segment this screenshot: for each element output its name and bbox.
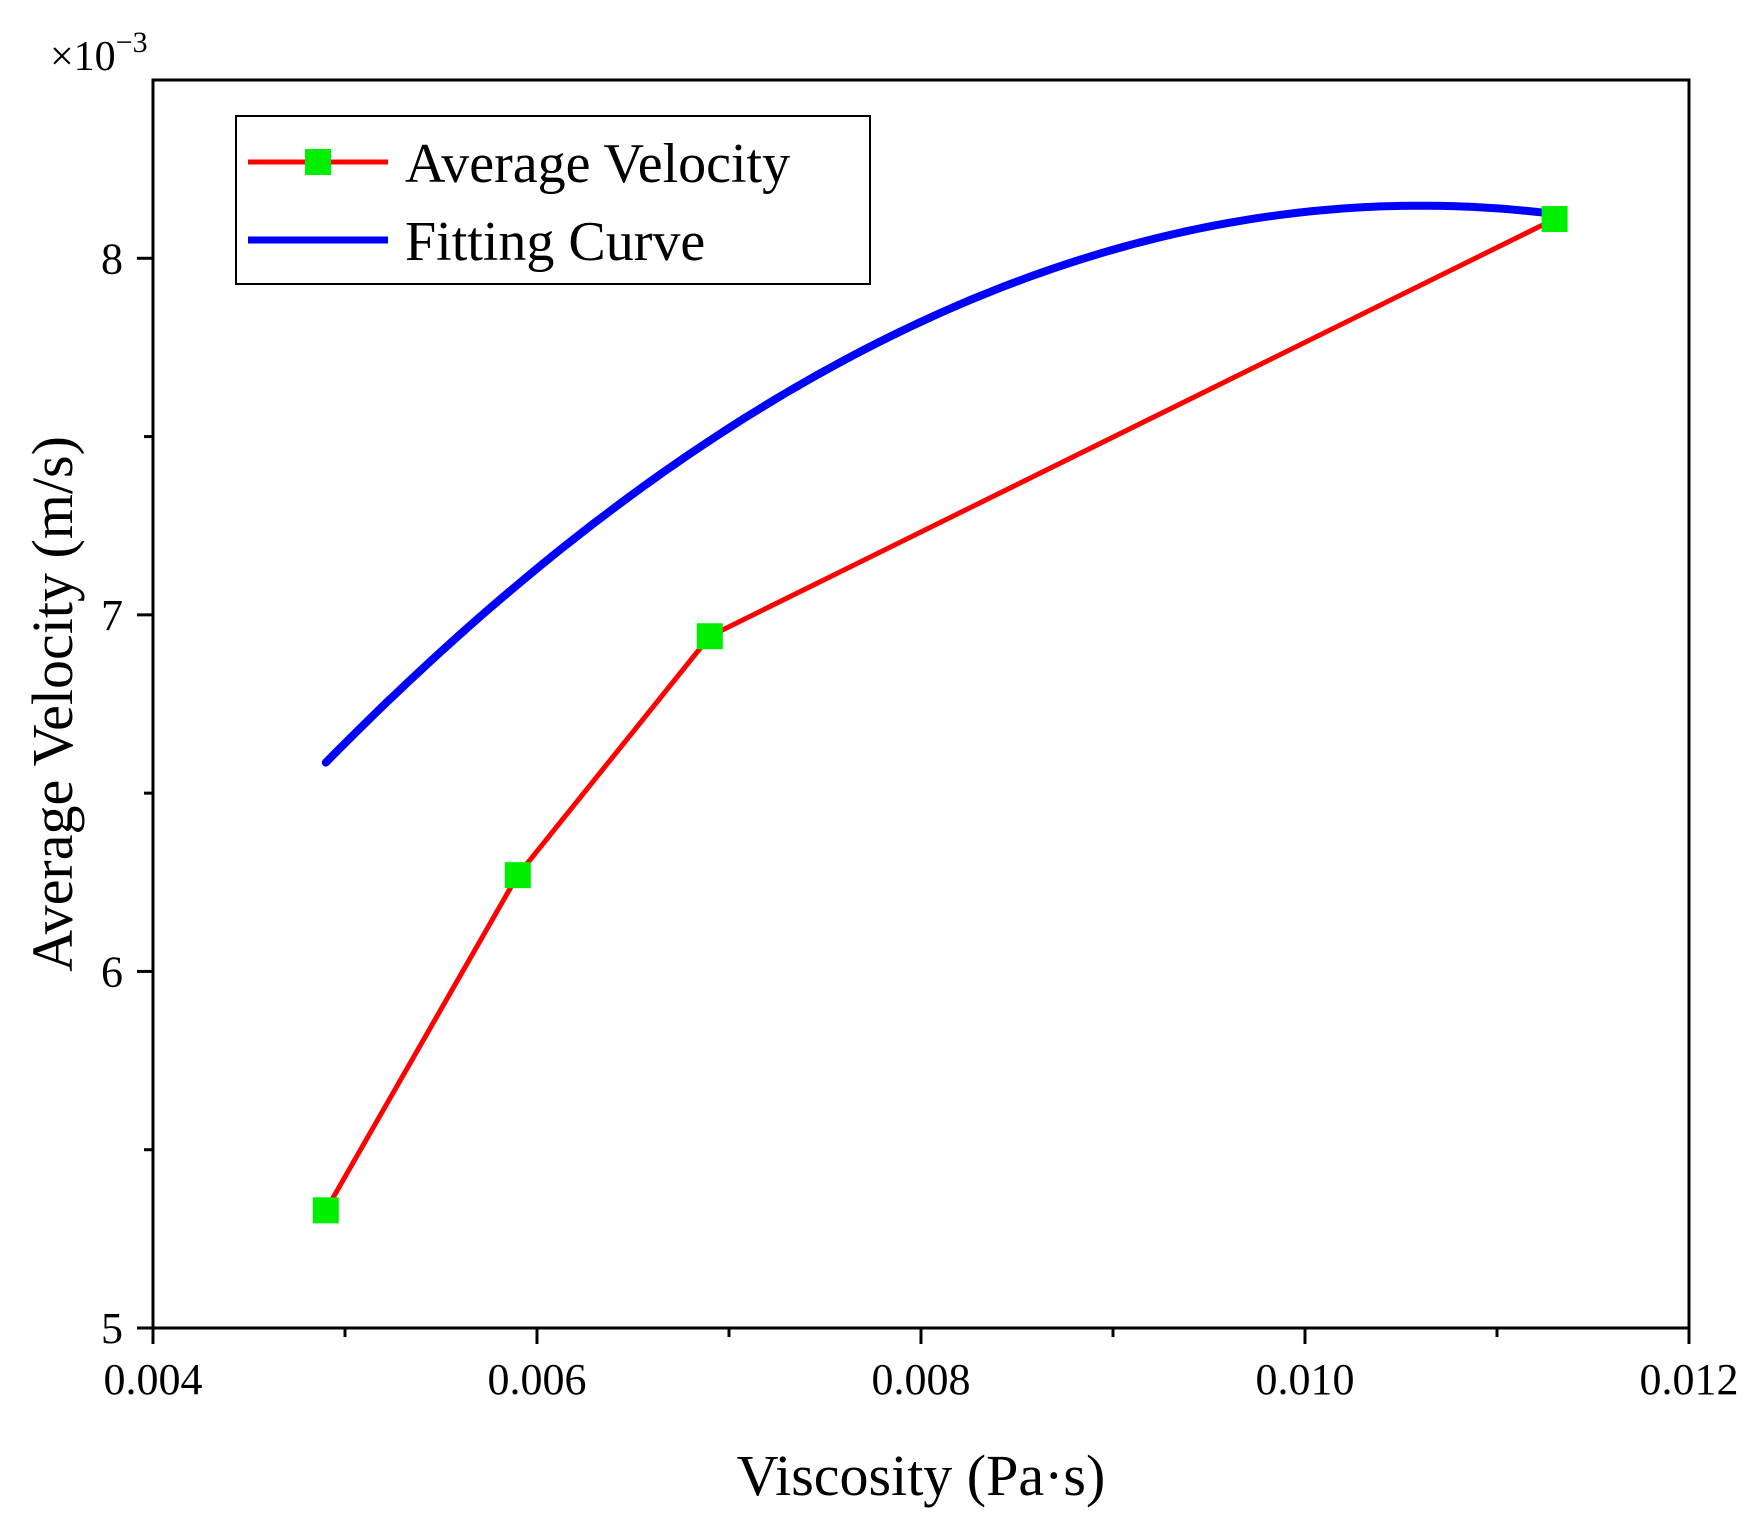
legend-box [235,115,871,285]
y-multiplier-label: ×10−3 [50,26,148,80]
axis-tick-labels: 0.004 0.006 0.008 0.010 0.012 5 6 7 8 [101,234,1739,1404]
y-axis-title: Average Velocity (m/s) [20,436,85,972]
y-tick-label: 6 [101,947,123,996]
x-tick-label: 0.006 [488,1355,587,1404]
series-layer [312,201,1568,1224]
average-velocity-line [323,216,1556,1212]
legend: Average Velocity Fitting Curve [235,115,871,285]
average-velocity-point [1541,206,1568,233]
x-tick-label: 0.012 [1640,1355,1739,1404]
x-tick-label: 0.004 [104,1355,203,1404]
x-axis-title: Viscosity (Pa·s) [737,1443,1106,1508]
average-velocity-point [312,1197,339,1224]
average-velocity-point [696,623,723,650]
x-tick-label: 0.010 [1256,1355,1355,1404]
y-tick-label: 5 [101,1304,123,1353]
y-tick-label: 8 [101,234,123,283]
fitting-curve-line [321,201,1559,767]
x-tick-label: 0.008 [872,1355,971,1404]
average-velocity-point [504,862,531,889]
axis-ticks [137,256,1691,1344]
legend-average-velocity-marker [305,149,331,175]
y-tick-label: 7 [101,591,123,640]
legend-average-velocity-label: Average Velocity [405,133,790,195]
legend-fitting-curve-label: Fitting Curve [405,211,705,273]
